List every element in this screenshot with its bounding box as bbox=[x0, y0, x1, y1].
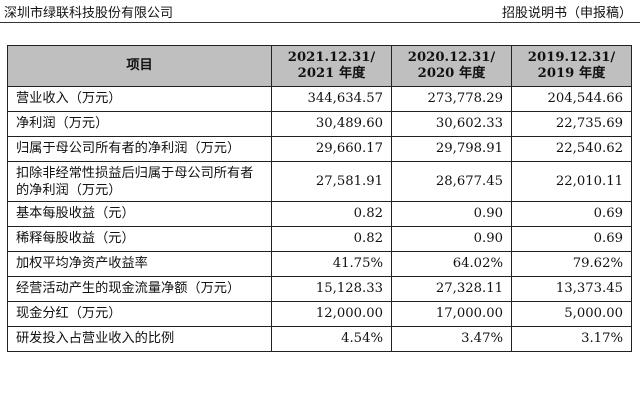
cell-value: 64.02% bbox=[391, 251, 512, 277]
cell-value: 12,000.00 bbox=[271, 301, 392, 327]
row-label: 稀释每股收益（元） bbox=[7, 226, 272, 252]
table-row: 营业收入（万元） 344,634.57 273,778.29 204,544.6… bbox=[7, 86, 632, 112]
table-header-row: 项目 2021.12.31/ 2021 年度 2020.12.31/ 2020 … bbox=[7, 45, 632, 87]
cell-value: 30,602.33 bbox=[391, 111, 512, 137]
cell-value: 27,581.91 bbox=[271, 161, 392, 202]
table-row: 研发投入占营业收入的比例 4.54% 3.47% 3.17% bbox=[7, 326, 632, 352]
cell-value: 273,778.29 bbox=[391, 86, 512, 112]
cell-value: 22,540.62 bbox=[511, 136, 632, 162]
row-label: 归属于母公司所有者的净利润（万元） bbox=[7, 136, 272, 162]
cell-value: 79.62% bbox=[511, 251, 632, 277]
column-header-2019: 2019.12.31/ 2019 年度 bbox=[511, 45, 632, 87]
document-title: 招股说明书（申报稿） bbox=[501, 6, 632, 21]
table-row: 净利润（万元） 30,489.60 30,602.33 22,735.69 bbox=[7, 111, 632, 137]
cell-value: 13,373.45 bbox=[511, 276, 632, 302]
financial-table: 项目 2021.12.31/ 2021 年度 2020.12.31/ 2020 … bbox=[7, 45, 632, 352]
cell-value: 28,677.45 bbox=[391, 161, 512, 202]
cell-value: 5,000.00 bbox=[511, 301, 632, 327]
table-row: 基本每股收益（元） 0.82 0.90 0.69 bbox=[7, 201, 632, 227]
column-header-line: 2021.12.31/ bbox=[287, 50, 376, 65]
row-label: 扣除非经常性损益后归属于母公司所有者的净利润（万元） bbox=[7, 161, 272, 202]
cell-value: 22,735.69 bbox=[511, 111, 632, 137]
cell-value: 0.90 bbox=[391, 226, 512, 252]
column-header-line: 2019.12.31/ bbox=[527, 50, 616, 65]
table-row: 现金分红（万元） 12,000.00 17,000.00 5,000.00 bbox=[7, 301, 632, 327]
row-label: 研发投入占营业收入的比例 bbox=[7, 326, 272, 352]
table-row: 经营活动产生的现金流量净额（万元） 15,128.33 27,328.11 13… bbox=[7, 276, 632, 302]
row-label: 净利润（万元） bbox=[7, 111, 272, 137]
cell-value: 0.69 bbox=[511, 201, 632, 227]
table-row: 扣除非经常性损益后归属于母公司所有者的净利润（万元） 27,581.91 28,… bbox=[7, 161, 632, 202]
cell-value: 344,634.57 bbox=[271, 86, 392, 112]
cell-value: 0.69 bbox=[511, 226, 632, 252]
column-header-item: 项目 bbox=[7, 45, 272, 87]
page-header: 深圳市绿联科技股份有限公司 招股说明书（申报稿） bbox=[0, 0, 640, 23]
cell-value: 22,010.11 bbox=[511, 161, 632, 202]
cell-value: 3.17% bbox=[511, 326, 632, 352]
table-row: 归属于母公司所有者的净利润（万元） 29,660.17 29,798.91 22… bbox=[7, 136, 632, 162]
cell-value: 0.82 bbox=[271, 201, 392, 227]
column-header-line: 2020.12.31/ bbox=[407, 50, 496, 65]
row-label: 经营活动产生的现金流量净额（万元） bbox=[7, 276, 272, 302]
cell-value: 4.54% bbox=[271, 326, 392, 352]
row-label: 现金分红（万元） bbox=[7, 301, 272, 327]
cell-value: 15,128.33 bbox=[271, 276, 392, 302]
cell-value: 41.75% bbox=[271, 251, 392, 277]
column-header-line: 2020 年度 bbox=[417, 66, 486, 81]
row-label: 营业收入（万元） bbox=[7, 86, 272, 112]
cell-value: 0.82 bbox=[271, 226, 392, 252]
column-header-2020: 2020.12.31/ 2020 年度 bbox=[391, 45, 512, 87]
cell-value: 3.47% bbox=[391, 326, 512, 352]
cell-value: 30,489.60 bbox=[271, 111, 392, 137]
cell-value: 29,798.91 bbox=[391, 136, 512, 162]
cell-value: 0.90 bbox=[391, 201, 512, 227]
row-label: 基本每股收益（元） bbox=[7, 201, 272, 227]
header-rule bbox=[0, 22, 640, 23]
column-header-line: 2019 年度 bbox=[537, 66, 606, 81]
cell-value: 17,000.00 bbox=[391, 301, 512, 327]
cell-value: 27,328.11 bbox=[391, 276, 512, 302]
row-label: 加权平均净资产收益率 bbox=[7, 251, 272, 277]
column-header-2021: 2021.12.31/ 2021 年度 bbox=[271, 45, 392, 87]
cell-value: 204,544.66 bbox=[511, 86, 632, 112]
table-row: 加权平均净资产收益率 41.75% 64.02% 79.62% bbox=[7, 251, 632, 277]
table-row: 稀释每股收益（元） 0.82 0.90 0.69 bbox=[7, 226, 632, 252]
company-name: 深圳市绿联科技股份有限公司 bbox=[4, 6, 174, 21]
column-header-line: 2021 年度 bbox=[297, 66, 366, 81]
cell-value: 29,660.17 bbox=[271, 136, 392, 162]
